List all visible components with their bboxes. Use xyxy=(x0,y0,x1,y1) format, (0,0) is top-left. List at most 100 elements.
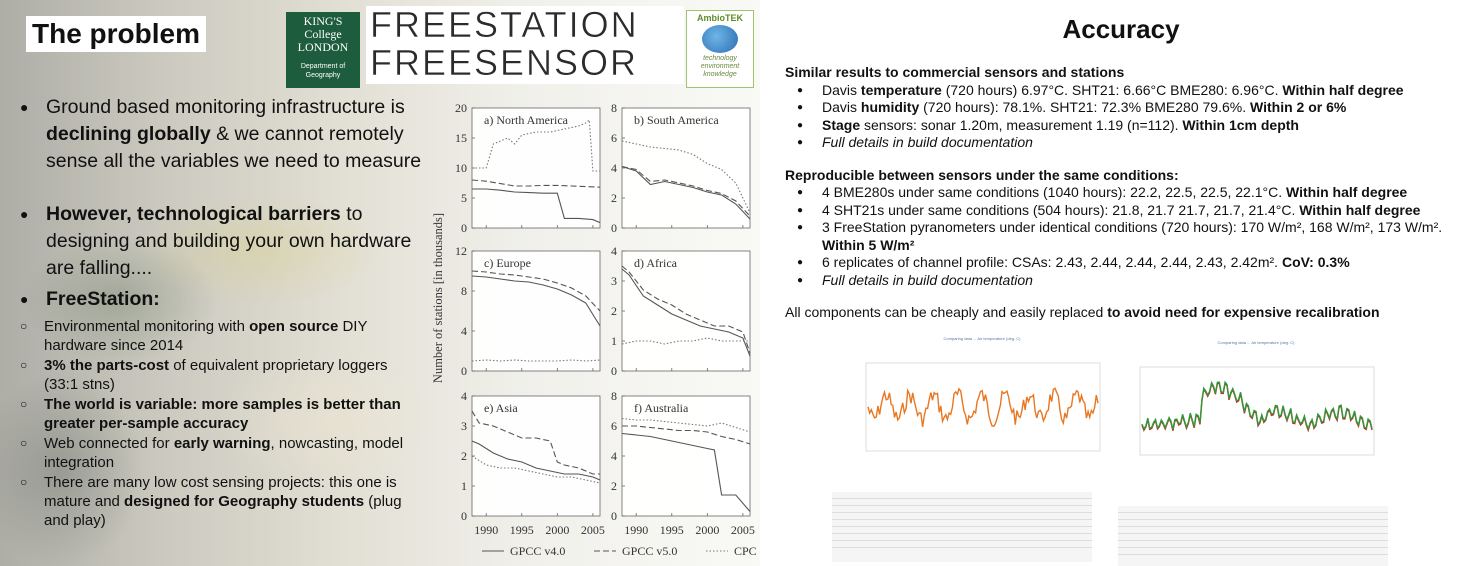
x-tick-label: 2005 xyxy=(731,523,755,537)
statistics-table-thumbnail xyxy=(1118,506,1388,566)
x-tick-label: 2000 xyxy=(545,523,569,537)
y-tick-label: 10 xyxy=(455,161,467,175)
chart-panel xyxy=(621,395,751,517)
bme280-series-plot xyxy=(1139,366,1375,456)
list-item: Stage sensors: sonar 1.20m, measurement … xyxy=(785,117,1475,135)
statistics-table-thumbnail xyxy=(832,492,1092,562)
bullet-barriers: However, technological barriers to desig… xyxy=(14,201,424,282)
series-line xyxy=(471,455,601,484)
panel-label: c) Europe xyxy=(484,256,531,270)
y-tick-label: 6 xyxy=(611,419,617,433)
reproducibility-list: 4 BME280s under same conditions (1040 ho… xyxy=(785,184,1475,289)
thumbnail-caption: Comparing data ... Air temperature (deg.… xyxy=(1217,340,1295,345)
y-tick-label: 1 xyxy=(611,334,617,348)
list-item: 4 BME280s under same conditions (1040 ho… xyxy=(785,184,1475,202)
ambiotek-name: AmbioTEK xyxy=(697,13,743,23)
freestation-logo-line1: FREESTATION xyxy=(370,4,639,45)
y-tick-label: 4 xyxy=(461,389,467,403)
sub-bullet-open-source: Environmental monitoring with open sourc… xyxy=(12,317,424,355)
kcl-department: Department of Geography xyxy=(300,63,346,79)
series-line xyxy=(621,265,751,354)
y-tick-label: 6 xyxy=(611,131,617,145)
y-tick-label: 15 xyxy=(455,131,467,145)
y-tick-label: 4 xyxy=(611,161,617,175)
y-tick-label: 4 xyxy=(461,324,467,338)
kcl-line1: KING'S xyxy=(303,14,343,28)
y-tick-label: 4 xyxy=(611,244,617,258)
panel-label: d) Africa xyxy=(634,256,678,270)
accuracy-slide: Accuracy Similar results to commercial s… xyxy=(760,0,1482,566)
y-tick-label: 4 xyxy=(611,449,617,463)
y-tick-label: 2 xyxy=(611,191,617,205)
sub-bullet-projects: There are many low cost sensing projects… xyxy=(12,473,424,530)
list-item: 3 FreeStation pyranometers under identic… xyxy=(785,219,1475,254)
y-tick-label: 3 xyxy=(461,419,467,433)
y-tick-label: 0 xyxy=(611,509,617,523)
problem-bullets: Ground based monitoring infrastructure i… xyxy=(14,94,424,531)
thumbnail-caption: Comparing data ... Air temperature (deg.… xyxy=(943,336,1021,341)
y-tick-label: 0 xyxy=(461,364,467,378)
list-item: Davis temperature (720 hours) 6.97°C. SH… xyxy=(785,82,1475,100)
list-item: 4 SHT21s under same conditions (504 hour… xyxy=(785,202,1475,220)
footer-statement: All components can be cheaply and easily… xyxy=(785,304,1380,320)
y-axis-label: Number of stations [in thousands] xyxy=(431,213,445,383)
y-tick-label: 5 xyxy=(461,191,467,205)
legend-label: GPCC v4.0 xyxy=(510,544,565,558)
series-line xyxy=(471,275,601,327)
panel-label: a) North America xyxy=(484,113,569,127)
legend-label: GPCC v5.0 xyxy=(622,544,677,558)
ambiotek-logo: AmbioTEK technology environment knowledg… xyxy=(686,10,754,88)
panel-label: e) Asia xyxy=(484,401,518,415)
y-tick-label: 8 xyxy=(461,284,467,298)
freestation-sub-bullets: Environmental monitoring with open sourc… xyxy=(12,317,424,530)
kcl-line3: LONDON xyxy=(297,40,349,54)
x-tick-label: 2000 xyxy=(695,523,719,537)
kcl-line2: College xyxy=(304,27,342,41)
y-tick-label: 1 xyxy=(461,479,467,493)
bme280-comparison-thumbnail: Comparing data ... Air temperature (deg.… xyxy=(1126,340,1386,490)
series-line xyxy=(621,165,751,217)
panel-label: b) South America xyxy=(634,113,719,127)
sub-bullet-cost: 3% the parts-cost of equivalent propriet… xyxy=(12,356,424,394)
x-tick-label: 1990 xyxy=(624,523,648,537)
slide-title: The problem xyxy=(26,16,207,52)
x-tick-label: 2005 xyxy=(581,523,605,537)
chart-panel xyxy=(621,250,751,372)
freestation-logo: FREESTATION FREESENSOR xyxy=(366,4,684,84)
chart-panel xyxy=(621,107,751,229)
y-tick-label: 0 xyxy=(611,221,617,235)
series-line xyxy=(621,417,751,433)
section-heading: Similar results to commercial sensors an… xyxy=(785,64,1125,80)
series-line xyxy=(622,425,751,445)
panel-label: f) Australia xyxy=(634,401,689,415)
series-line xyxy=(621,268,751,357)
y-tick-label: 2 xyxy=(611,304,617,318)
globe-icon xyxy=(702,25,738,53)
chart-panel xyxy=(471,107,601,229)
bullet-declining: Ground based monitoring infrastructure i… xyxy=(14,94,424,175)
list-item: Davis humidity (720 hours): 78.1%. SHT21… xyxy=(785,99,1475,117)
y-tick-label: 0 xyxy=(461,221,467,235)
legend-label: CPC xyxy=(734,544,756,558)
temperature-comparison-thumbnail: Comparing data ... Air temperature (deg.… xyxy=(852,336,1112,486)
ambiotek-tagline: technology environment knowledge xyxy=(700,55,740,78)
list-item: 6 replicates of channel profile: CSAs: 2… xyxy=(785,254,1475,272)
y-tick-label: 8 xyxy=(611,101,617,115)
series-line xyxy=(472,188,601,224)
slide-title: Accuracy xyxy=(1062,14,1180,44)
series-line xyxy=(621,337,750,345)
kcl-logo: KING'S College LONDON Department of Geog… xyxy=(286,12,360,88)
x-tick-label: 1995 xyxy=(510,523,534,537)
list-item: Full details in build documentation xyxy=(785,272,1475,290)
problem-slide: The problem KING'S College LONDON Depart… xyxy=(0,0,760,566)
series-line xyxy=(471,270,601,312)
y-tick-label: 2 xyxy=(461,449,467,463)
chart-panel xyxy=(471,250,601,372)
y-tick-label: 0 xyxy=(461,509,467,523)
y-tick-label: 12 xyxy=(455,244,467,258)
temperature-series-plot xyxy=(865,362,1101,452)
series-line xyxy=(471,359,601,362)
y-tick-label: 20 xyxy=(455,101,467,115)
series-line xyxy=(471,179,601,188)
